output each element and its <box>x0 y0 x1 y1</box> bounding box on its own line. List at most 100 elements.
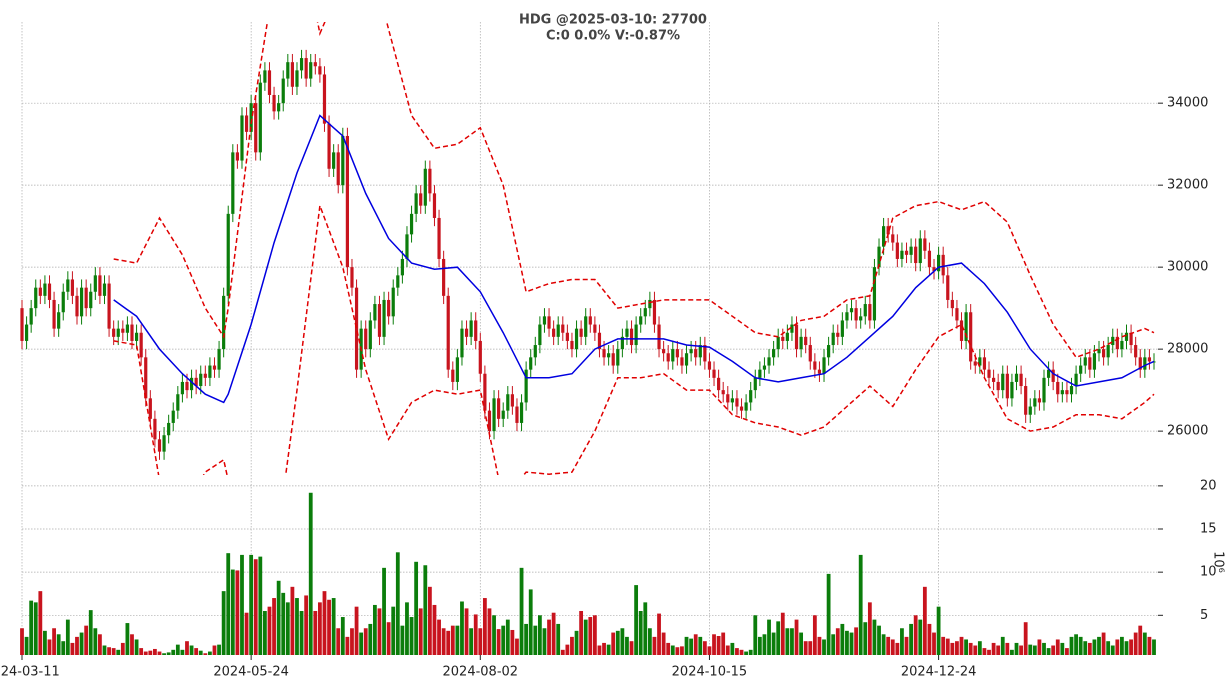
volume-bar <box>441 628 446 655</box>
candle-body <box>854 308 858 321</box>
candle-body <box>235 152 240 161</box>
volume-bar <box>982 648 987 655</box>
volume-bar <box>872 619 877 655</box>
candle-body <box>822 357 826 374</box>
volume-bar <box>968 642 973 655</box>
candle-body <box>877 246 881 268</box>
candle-body <box>987 369 991 378</box>
volume-bar <box>647 628 652 655</box>
volume-bar <box>505 619 510 655</box>
volume-bar <box>107 647 111 655</box>
volume-bar <box>88 610 93 655</box>
candle-body <box>125 324 130 333</box>
y-tick-label: 5 <box>1200 608 1208 623</box>
candle-body <box>1129 332 1133 346</box>
candle-body <box>840 320 844 337</box>
candle-body <box>1028 406 1032 415</box>
candle-body <box>423 168 427 206</box>
volume-bar <box>391 606 396 655</box>
volume-bar <box>560 649 565 655</box>
volume-bar <box>469 628 474 655</box>
candle-body <box>24 324 29 341</box>
volume-bar <box>487 608 492 655</box>
volume-bar <box>111 648 116 655</box>
candle-body <box>698 345 702 358</box>
candle-body <box>607 353 611 358</box>
candle-body <box>354 287 359 370</box>
candle-body <box>1051 369 1055 382</box>
volume-bar <box>473 614 478 655</box>
candle-body <box>781 336 785 341</box>
candle-body <box>1065 390 1069 395</box>
candle-body <box>400 258 404 276</box>
volume-bar <box>1014 642 1019 655</box>
volume-bar <box>336 628 341 655</box>
volume-bar <box>317 602 322 655</box>
candle-body <box>593 324 597 333</box>
volume-bar <box>460 601 464 655</box>
volume-bar <box>143 651 148 655</box>
volume-bar <box>611 632 616 655</box>
candle-body <box>304 58 308 79</box>
volume-bar <box>661 632 666 655</box>
candle-body <box>121 328 125 333</box>
volume-bar <box>120 642 125 655</box>
candle-body <box>70 279 75 296</box>
volume-bar <box>808 641 813 655</box>
candle-body <box>345 135 349 268</box>
candle-body <box>446 295 450 370</box>
volume-bar <box>877 625 881 655</box>
candle-body <box>515 406 519 423</box>
candle-body <box>574 328 579 350</box>
volume-bar <box>395 552 400 655</box>
volume-bar <box>1129 639 1133 655</box>
volume-bar <box>780 612 785 655</box>
candle-body <box>1083 357 1087 366</box>
volume-bar <box>840 623 845 655</box>
candle-body <box>501 410 505 419</box>
candle-body <box>263 70 267 83</box>
volume-bar <box>327 599 331 655</box>
indicator-layer <box>113 22 1155 475</box>
volume-bar <box>1138 625 1143 655</box>
volume-bar <box>615 630 620 655</box>
volume-bar <box>418 608 423 655</box>
volume-bar <box>79 632 84 655</box>
candle-body <box>675 349 679 358</box>
candle-body <box>506 394 510 411</box>
volume-bar <box>1115 639 1120 655</box>
candle-body <box>978 357 982 366</box>
candle-body <box>336 152 340 186</box>
candle-body <box>396 275 400 288</box>
candle-body <box>804 336 808 346</box>
candle-body <box>652 299 657 325</box>
candle-body <box>428 168 432 194</box>
candle-body <box>712 369 716 378</box>
chart-title: HDG @2025-03-10: 27700 <box>519 13 707 28</box>
volume-bar <box>427 586 432 655</box>
volume-bar <box>432 604 437 655</box>
volume-bar <box>890 639 895 655</box>
volume-bar <box>409 617 414 655</box>
candle-body <box>982 357 987 370</box>
candle-body <box>859 316 863 321</box>
volume-bar <box>496 629 501 655</box>
candle-body <box>689 349 693 354</box>
volume-bar <box>835 628 840 655</box>
candle-body <box>267 70 272 95</box>
candle-body <box>808 345 812 362</box>
volume-bar <box>1087 642 1092 655</box>
volume-bar <box>602 642 606 655</box>
volume-bar <box>606 644 611 655</box>
candle-body <box>900 250 904 259</box>
candle-body <box>529 357 533 370</box>
candle-body <box>969 312 973 362</box>
volume-bar <box>1028 644 1033 655</box>
candle-body <box>43 283 47 296</box>
volume-bar <box>863 622 868 655</box>
volume-bar <box>547 619 551 655</box>
candle-body <box>208 365 212 378</box>
candle-body <box>694 349 698 358</box>
candle-body <box>772 349 776 358</box>
